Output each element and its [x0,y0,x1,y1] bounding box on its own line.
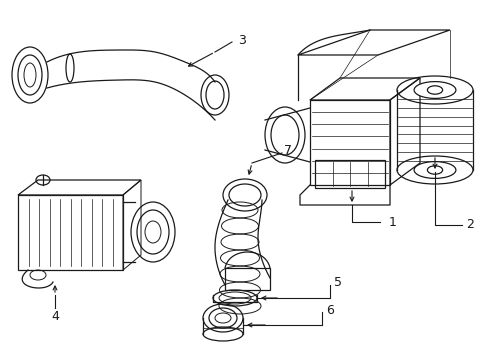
Ellipse shape [427,166,442,174]
Bar [314,160,384,188]
Text: 7: 7 [284,144,291,157]
Ellipse shape [413,162,455,179]
Bar [18,195,123,270]
Text: 3: 3 [238,33,245,46]
Text: 1: 1 [388,216,396,229]
Text: 6: 6 [325,303,333,316]
Ellipse shape [427,86,442,94]
Text: 5: 5 [333,276,341,289]
Text: 2: 2 [465,219,473,231]
Text: 4: 4 [51,310,59,323]
Ellipse shape [413,82,455,98]
